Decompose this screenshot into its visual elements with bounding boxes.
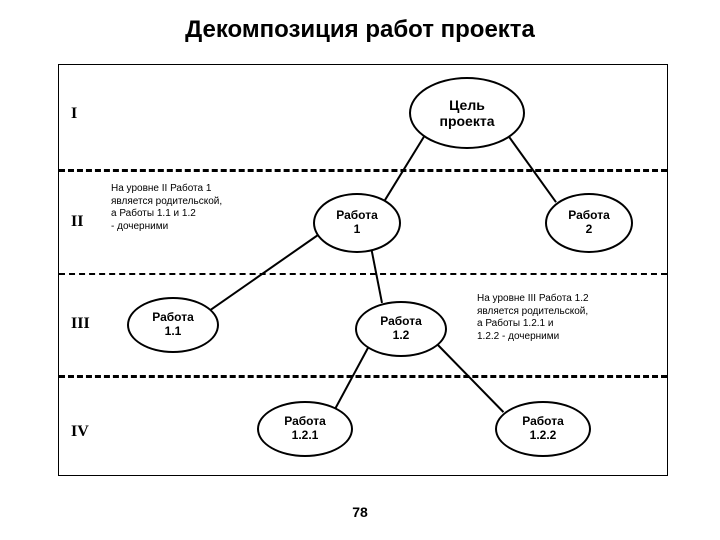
edge-goal-w2 — [506, 133, 557, 203]
note1: На уровне II Работа 1 является родительс… — [111, 183, 222, 233]
slide: Декомпозиция работ проекта IIIIIIIVЦель … — [0, 0, 720, 540]
level-divider — [59, 375, 667, 378]
page-number: 78 — [0, 504, 720, 520]
wbs-diagram: IIIIIIIVЦель проектаРабота 1Работа 2Рабо… — [58, 64, 668, 476]
node-w12: Работа 1.2 — [355, 301, 447, 357]
node-w1: Работа 1 — [313, 193, 401, 253]
level-label-IV: IV — [71, 423, 89, 441]
slide-title: Декомпозиция работ проекта — [0, 16, 720, 44]
level-label-II: II — [71, 213, 83, 231]
node-w2: Работа 2 — [545, 193, 633, 253]
note2: На уровне III Работа 1.2 является родите… — [477, 293, 589, 343]
node-w122: Работа 1.2.2 — [495, 401, 591, 457]
level-divider — [59, 169, 667, 172]
node-goal: Цель проекта — [409, 77, 525, 149]
node-w121: Работа 1.2.1 — [257, 401, 353, 457]
level-divider — [59, 273, 667, 275]
level-label-III: III — [71, 315, 90, 333]
level-label-I: I — [71, 105, 77, 123]
node-w11: Работа 1.1 — [127, 297, 219, 353]
